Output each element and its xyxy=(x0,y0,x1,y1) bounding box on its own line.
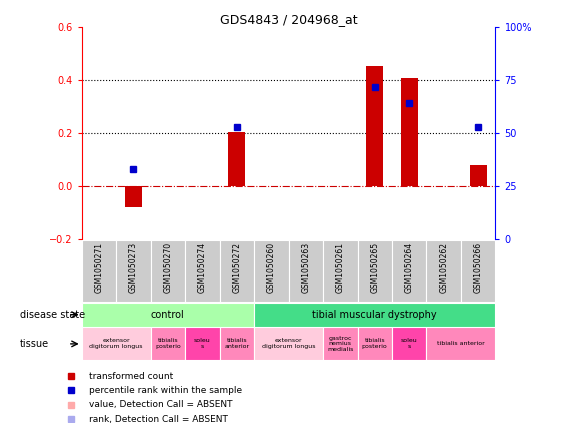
Text: disease state: disease state xyxy=(20,310,84,320)
Text: transformed count: transformed count xyxy=(88,372,173,381)
Text: GSM1050272: GSM1050272 xyxy=(233,242,242,293)
Bar xyxy=(82,327,151,360)
Bar xyxy=(254,240,288,302)
Text: GSM1050273: GSM1050273 xyxy=(129,242,138,294)
Text: tibialis
posterio: tibialis posterio xyxy=(362,338,387,349)
Text: GSM1050270: GSM1050270 xyxy=(163,242,172,294)
Text: tibial muscular dystrophy: tibial muscular dystrophy xyxy=(312,310,437,320)
Bar xyxy=(392,240,427,302)
Text: soleu
s: soleu s xyxy=(194,338,211,349)
Text: tibialis
anterior: tibialis anterior xyxy=(224,338,249,349)
Bar xyxy=(427,327,495,360)
Bar xyxy=(220,327,254,360)
Bar xyxy=(392,327,427,360)
Text: rank, Detection Call = ABSENT: rank, Detection Call = ABSENT xyxy=(88,415,227,423)
Text: GSM1050265: GSM1050265 xyxy=(370,242,379,294)
Bar xyxy=(185,327,220,360)
Text: tibialis
posterio: tibialis posterio xyxy=(155,338,181,349)
Bar xyxy=(151,327,185,360)
Text: soleu
s: soleu s xyxy=(401,338,418,349)
Bar xyxy=(185,240,220,302)
Text: tibialis anterior: tibialis anterior xyxy=(437,341,485,346)
Bar xyxy=(151,240,185,302)
Bar xyxy=(470,165,487,186)
Text: control: control xyxy=(151,310,185,320)
Text: GSM1050263: GSM1050263 xyxy=(301,242,310,294)
Bar xyxy=(427,240,461,302)
Text: gastroc
nemius
medialis: gastroc nemius medialis xyxy=(327,335,354,352)
Bar xyxy=(461,240,495,302)
Bar xyxy=(220,240,254,302)
Text: extensor
digitorum longus: extensor digitorum longus xyxy=(262,338,315,349)
Text: GSM1050266: GSM1050266 xyxy=(473,242,482,294)
Bar xyxy=(82,240,116,302)
Text: GSM1050261: GSM1050261 xyxy=(336,242,345,293)
Text: GSM1050260: GSM1050260 xyxy=(267,242,276,294)
Bar xyxy=(254,303,495,327)
Bar xyxy=(125,186,142,207)
Bar xyxy=(289,240,323,302)
Text: extensor
digitorum longus: extensor digitorum longus xyxy=(90,338,143,349)
Bar xyxy=(82,303,254,327)
Text: percentile rank within the sample: percentile rank within the sample xyxy=(88,386,242,395)
Text: GSM1050262: GSM1050262 xyxy=(439,242,448,293)
Text: GSM1050274: GSM1050274 xyxy=(198,242,207,294)
Bar xyxy=(366,66,383,186)
Title: GDS4843 / 204968_at: GDS4843 / 204968_at xyxy=(220,14,358,26)
Bar xyxy=(254,327,323,360)
Text: tissue: tissue xyxy=(20,339,48,349)
Text: value, Detection Call = ABSENT: value, Detection Call = ABSENT xyxy=(88,400,232,409)
Bar xyxy=(358,240,392,302)
Bar xyxy=(323,327,358,360)
Bar xyxy=(116,240,150,302)
Text: GSM1050264: GSM1050264 xyxy=(405,242,414,294)
Bar xyxy=(401,78,418,186)
Bar xyxy=(228,132,245,186)
Text: GSM1050271: GSM1050271 xyxy=(95,242,104,293)
Bar xyxy=(323,240,358,302)
Bar xyxy=(358,327,392,360)
